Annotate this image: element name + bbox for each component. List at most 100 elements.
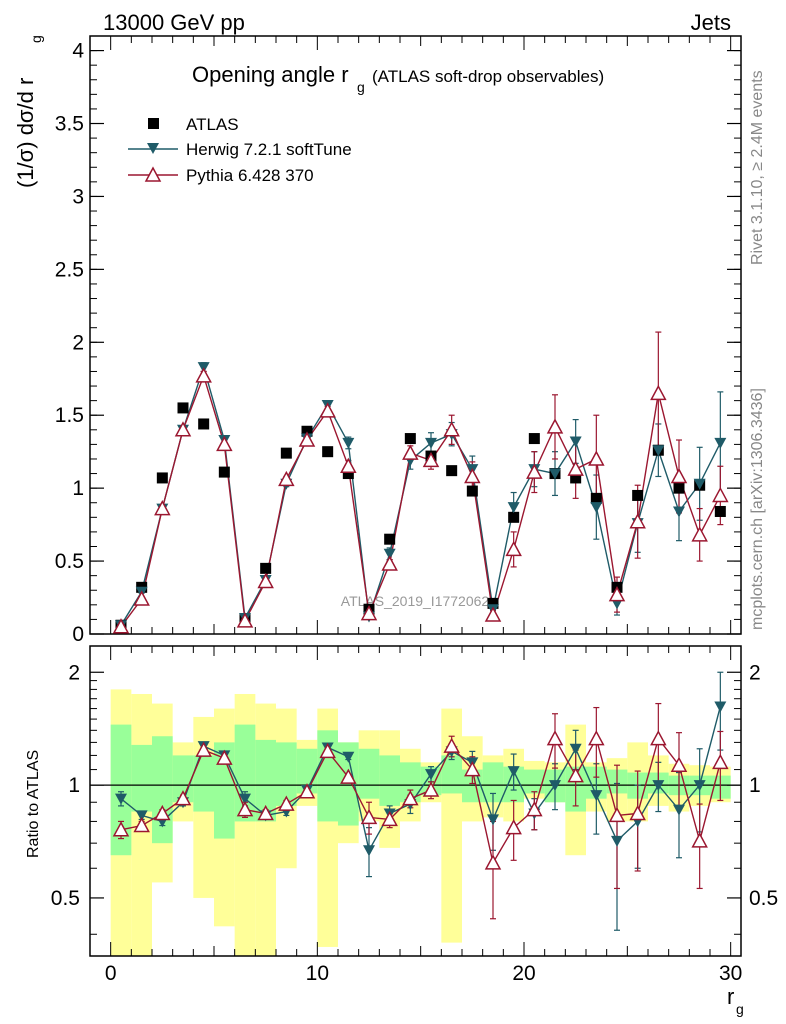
herwig-data-point [714,437,727,449]
legend-herwig-marker [147,143,159,154]
pythia-ratio-point [154,804,171,821]
main-y-label-subscript: g [28,35,44,43]
pythia-data-point [340,457,357,474]
herwig-ratio-point [693,780,706,792]
inner-uncertainty-band [172,755,194,803]
herwig-data-point [549,468,561,480]
pythia-data-point [154,499,171,516]
inner-uncertainty-band [255,739,276,822]
atlas-data-point [177,402,189,414]
pythia-ratio-point [650,730,667,746]
inner-uncertainty-band [276,742,297,806]
main-plot-frame [89,35,742,635]
pythia-ratio-point [567,767,584,783]
pythia-data-point [319,402,336,418]
atlas-data-point [260,562,272,574]
x-tick-label: 20 [512,962,535,985]
main-y-tick-label: 1 [72,477,84,500]
inner-uncertainty-band [110,724,132,856]
pythia-ratio-point [443,737,460,753]
herwig-ratio-point [611,835,623,847]
herwig-ratio-point [569,743,582,755]
pythia-data-point [174,421,192,437]
inner-uncertainty-band [193,755,214,812]
atlas-data-point [218,466,230,478]
pythia-data-point [422,451,440,468]
pythia-data-point [712,486,729,503]
main-y-ticks: 0 0.5 1 1.5 2 2.5 3 3.5 4 [55,40,741,646]
pythia-ratio-point [691,832,708,848]
atlas-data-point [590,492,602,504]
atlas-data-point [487,597,499,609]
watermark: ATLAS_2019_I1772062 [341,593,490,609]
main-y-tick-label: 0 [72,623,84,646]
energy-label: 13000 GeV pp [103,10,245,35]
atlas-data-point [322,446,334,458]
herwig-ratio-point [673,804,685,816]
atlas-data-point [714,505,726,517]
ratio-y-tick-label: 0.5 [51,887,80,910]
inner-uncertainty-band [131,744,152,812]
herwig-data-point [569,436,582,448]
main-y-tick-label: 0.5 [55,550,84,573]
herwig-ratio-point [487,814,499,826]
ratio-y-ticks: 0.5 0.5 1 1 2 2 [51,661,778,935]
pythia-ratio-point [216,749,233,765]
plot-title-suffix: (ATLAS soft-drop observables) [372,67,604,86]
inner-uncertainty-band [338,742,359,826]
pythia-data-point [629,513,646,529]
main-y-label-text: (1/σ) dσ/d r [13,78,38,188]
main-plot-panel: 0 0.5 1 1.5 2 2.5 3 3.5 4 ATLAS_2019_I1772062 Op… [13,35,742,646]
atlas-data-point [446,465,458,477]
herwig-ratio-point [507,766,520,778]
pythia-ratio-point [257,804,274,821]
herwig-data-point [693,478,706,490]
herwig-line [120,364,721,626]
herwig-ratio-point [135,810,148,822]
pythia-data-point [588,450,605,466]
inner-uncertainty-band [524,769,545,794]
ratio-y-tick-label-right: 1 [749,774,761,797]
herwig-data-point [590,502,603,514]
atlas-data-point [673,482,685,494]
herwig-ratio-point [549,780,561,792]
pythia-data-point [567,460,584,476]
herwig-data-point [383,548,396,560]
pythia-ratio-point [422,781,440,797]
plot-title-main: Opening angle r [192,62,349,87]
x-tick-label: 30 [719,962,742,985]
ratio-y-label: Ratio to ATLAS [25,750,42,858]
main-x-ticks [110,36,732,634]
pythia-data-point [298,431,316,447]
main-y-tick-label: 2.5 [55,258,84,281]
pythia-ratio-point [588,730,605,746]
pythia-data-point [650,384,667,401]
pythia-data-point [691,526,708,542]
pythia-ratio-point [319,742,336,759]
atlas-data-point [280,447,292,459]
pythia-ratio-point [340,768,357,784]
pythia-data-point [526,463,543,479]
herwig-ratio-point [115,793,127,805]
pythia-ratio-point [505,819,522,835]
pythia-ratio-point [174,790,192,806]
atlas-data-point [466,485,478,497]
atlas-data-point [384,533,396,545]
main-y-tick-label: 3 [72,185,84,208]
mcplots-label: mcplots.cern.ch [arXiv:1306.3436] [749,388,766,630]
atlas-data-point [508,511,520,523]
rivet-label: Rivet 3.1.10, ≥ 2.4M events [749,70,766,265]
pythia-line [120,373,721,628]
pythia-ratio-point [278,795,295,811]
atlas-data-point [404,433,416,445]
pythia-data-point [484,606,502,622]
atlas-data-point [528,433,540,445]
pythia-ratio-point [464,760,481,777]
pythia-data-point [670,467,688,484]
ratio-plot-frame [89,645,742,957]
pythia-data-point [112,618,130,634]
pythia-data-point [464,467,481,484]
herwig-ratio-point [425,769,437,781]
legend-atlas-marker [148,118,159,129]
atlas-data-point [301,425,313,437]
